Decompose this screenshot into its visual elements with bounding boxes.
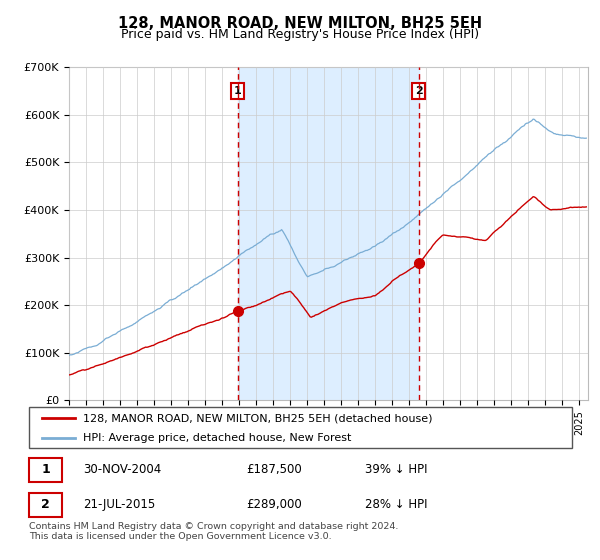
Text: 2: 2 bbox=[415, 86, 422, 96]
FancyBboxPatch shape bbox=[29, 493, 62, 517]
Text: Price paid vs. HM Land Registry's House Price Index (HPI): Price paid vs. HM Land Registry's House … bbox=[121, 28, 479, 41]
Text: 1: 1 bbox=[234, 86, 242, 96]
Text: Contains HM Land Registry data © Crown copyright and database right 2024.
This d: Contains HM Land Registry data © Crown c… bbox=[29, 522, 398, 542]
FancyBboxPatch shape bbox=[29, 458, 62, 482]
Text: £187,500: £187,500 bbox=[246, 463, 302, 476]
Text: 1: 1 bbox=[41, 463, 50, 476]
Text: 21-JUL-2015: 21-JUL-2015 bbox=[83, 498, 155, 511]
Text: £289,000: £289,000 bbox=[246, 498, 302, 511]
Text: 128, MANOR ROAD, NEW MILTON, BH25 5EH (detached house): 128, MANOR ROAD, NEW MILTON, BH25 5EH (d… bbox=[83, 413, 433, 423]
Text: HPI: Average price, detached house, New Forest: HPI: Average price, detached house, New … bbox=[83, 433, 352, 443]
Text: 30-NOV-2004: 30-NOV-2004 bbox=[83, 463, 161, 476]
Text: 28% ↓ HPI: 28% ↓ HPI bbox=[365, 498, 428, 511]
Bar bbox=[238, 67, 419, 400]
Text: 2: 2 bbox=[41, 498, 50, 511]
Text: 39% ↓ HPI: 39% ↓ HPI bbox=[365, 463, 428, 476]
FancyBboxPatch shape bbox=[29, 407, 572, 448]
Text: 128, MANOR ROAD, NEW MILTON, BH25 5EH: 128, MANOR ROAD, NEW MILTON, BH25 5EH bbox=[118, 16, 482, 31]
